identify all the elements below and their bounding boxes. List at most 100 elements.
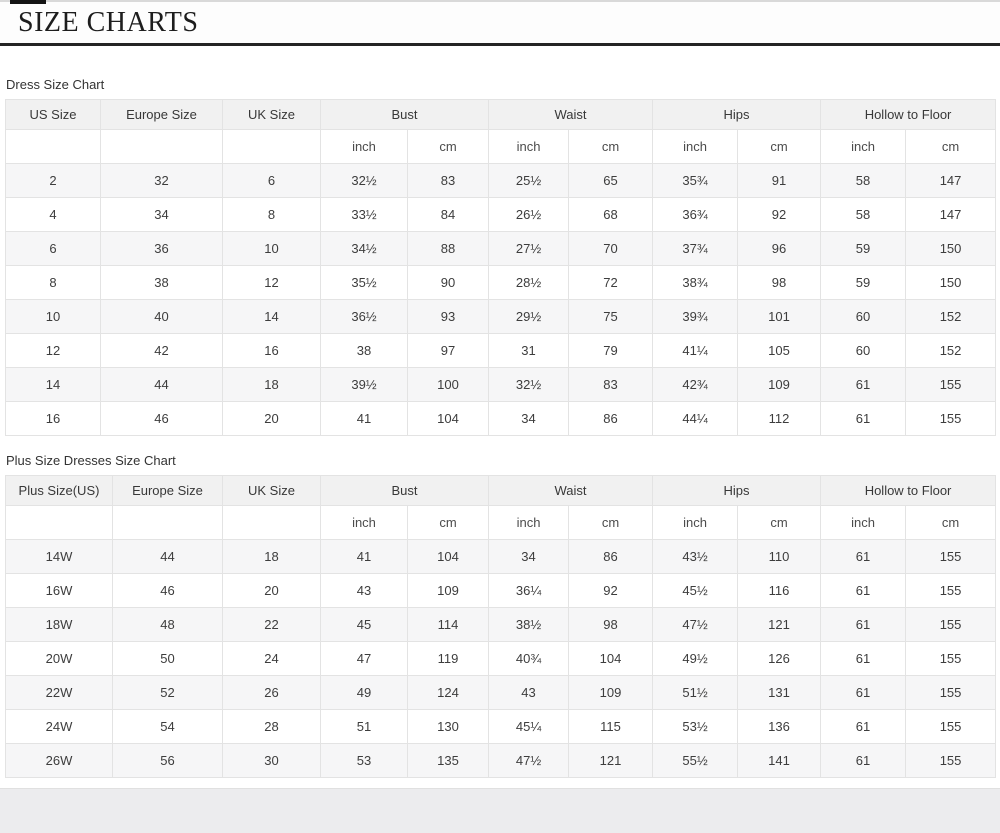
table-cell: 39¾ bbox=[652, 299, 739, 334]
unit-header: inch bbox=[652, 505, 739, 540]
table-cell: 38¾ bbox=[652, 265, 739, 300]
unit-header: inch bbox=[652, 129, 739, 164]
table-cell: 112 bbox=[737, 401, 822, 436]
table-row: 16 46 20 41 104 34 86 44¼ 112 61 155 bbox=[5, 401, 997, 436]
unit-header: inch bbox=[820, 505, 907, 540]
table-cell: 147 bbox=[905, 197, 997, 232]
table-row: 10 40 14 36½ 93 29½ 75 39¾ 101 60 152 bbox=[5, 299, 997, 334]
column-header: Hips bbox=[652, 475, 822, 506]
table-cell: 46 bbox=[100, 401, 223, 436]
table-cell: 34 bbox=[488, 401, 570, 436]
unit-header: cm bbox=[568, 505, 654, 540]
table-cell: 98 bbox=[737, 265, 822, 300]
table-cell: 150 bbox=[905, 231, 997, 266]
table-cell: 70 bbox=[568, 231, 654, 266]
table-row: 24W 54 28 51 130 45¼ 115 53½ 136 61 155 bbox=[5, 709, 997, 744]
table-cell: 97 bbox=[406, 333, 490, 368]
table-cell: 60 bbox=[820, 299, 907, 334]
table-cell: 135 bbox=[406, 743, 490, 778]
table-cell: 24 bbox=[222, 641, 321, 676]
column-header: Plus Size(US) bbox=[5, 475, 113, 506]
column-header: Hollow to Floor bbox=[820, 99, 997, 130]
table-cell: 52 bbox=[112, 675, 223, 710]
table-cell: 35½ bbox=[320, 265, 408, 300]
column-header: Europe Size bbox=[100, 99, 223, 130]
table-cell: 61 bbox=[820, 573, 907, 608]
table-cell: 109 bbox=[568, 675, 654, 710]
table-cell: 121 bbox=[568, 743, 654, 778]
footer-strip bbox=[0, 788, 1000, 833]
table-cell: 38 bbox=[100, 265, 223, 300]
plus-size-chart-title: Plus Size Dresses Size Chart bbox=[6, 453, 176, 468]
unit-header: inch bbox=[320, 505, 408, 540]
table-row: 12 42 16 38 97 31 79 41¼ 105 60 152 bbox=[5, 333, 997, 368]
plus-size-table: Plus Size(US) Europe Size UK Size Bust Waist… bbox=[5, 475, 997, 778]
table-cell: 155 bbox=[905, 675, 997, 710]
table-cell: 101 bbox=[737, 299, 822, 334]
table-cell: 58 bbox=[820, 163, 907, 198]
table-cell: 93 bbox=[406, 299, 490, 334]
table-cell: 45½ bbox=[652, 573, 739, 608]
unit-header: cm bbox=[568, 129, 654, 164]
table-cell: 83 bbox=[406, 163, 490, 198]
table-cell: 28 bbox=[222, 709, 321, 744]
table-cell: 155 bbox=[905, 709, 997, 744]
table-cell: 155 bbox=[905, 573, 997, 608]
table-cell: 16W bbox=[5, 573, 113, 608]
table-cell: 104 bbox=[406, 539, 490, 574]
table-cell: 43 bbox=[320, 573, 408, 608]
table-cell: 60 bbox=[820, 333, 907, 368]
table-cell: 27½ bbox=[488, 231, 570, 266]
table-cell: 37¾ bbox=[652, 231, 739, 266]
table-cell: 6 bbox=[5, 231, 101, 266]
table-cell: 152 bbox=[905, 333, 997, 368]
table-cell: 36¾ bbox=[652, 197, 739, 232]
table-cell: 98 bbox=[568, 607, 654, 642]
table-cell: 104 bbox=[406, 401, 490, 436]
dress-size-chart-title: Dress Size Chart bbox=[6, 77, 105, 92]
table-cell: 147 bbox=[905, 163, 997, 198]
unit-header: cm bbox=[905, 505, 997, 540]
table-cell: 22 bbox=[222, 607, 321, 642]
table-cell: 4 bbox=[5, 197, 101, 232]
unit-header: inch bbox=[488, 505, 570, 540]
table-cell: 16 bbox=[222, 333, 321, 368]
unit-header: inch bbox=[820, 129, 907, 164]
table-cell: 39½ bbox=[320, 367, 408, 402]
table-cell: 54 bbox=[112, 709, 223, 744]
table-cell: 8 bbox=[222, 197, 321, 232]
table-cell: 86 bbox=[568, 401, 654, 436]
empty-cell bbox=[5, 129, 101, 164]
table-cell: 92 bbox=[568, 573, 654, 608]
table-cell: 16 bbox=[5, 401, 101, 436]
table-cell: 115 bbox=[568, 709, 654, 744]
table-cell: 36¼ bbox=[488, 573, 570, 608]
table-cell: 34½ bbox=[320, 231, 408, 266]
unit-header: cm bbox=[406, 129, 490, 164]
table-cell: 10 bbox=[222, 231, 321, 266]
table-row: 2 32 6 32½ 83 25½ 65 35¾ 91 58 147 bbox=[5, 163, 997, 198]
table-cell: 55½ bbox=[652, 743, 739, 778]
table-cell: 47½ bbox=[652, 607, 739, 642]
table-cell: 121 bbox=[737, 607, 822, 642]
table-cell: 56 bbox=[112, 743, 223, 778]
table-cell: 47½ bbox=[488, 743, 570, 778]
table-cell: 8 bbox=[5, 265, 101, 300]
table-cell: 155 bbox=[905, 607, 997, 642]
empty-cell bbox=[222, 505, 321, 540]
table-cell: 61 bbox=[820, 675, 907, 710]
table-row: 20W 50 24 47 119 40¾ 104 49½ 126 61 155 bbox=[5, 641, 997, 676]
table-cell: 47 bbox=[320, 641, 408, 676]
table-cell: 12 bbox=[222, 265, 321, 300]
empty-cell bbox=[100, 129, 223, 164]
table-cell: 59 bbox=[820, 231, 907, 266]
table-cell: 28½ bbox=[488, 265, 570, 300]
table-cell: 41¼ bbox=[652, 333, 739, 368]
table-cell: 130 bbox=[406, 709, 490, 744]
table-cell: 124 bbox=[406, 675, 490, 710]
table-cell: 155 bbox=[905, 401, 997, 436]
table-cell: 41 bbox=[320, 401, 408, 436]
table-cell: 65 bbox=[568, 163, 654, 198]
table-row: 18W 48 22 45 114 38½ 98 47½ 121 61 155 bbox=[5, 607, 997, 642]
table-cell: 36 bbox=[100, 231, 223, 266]
